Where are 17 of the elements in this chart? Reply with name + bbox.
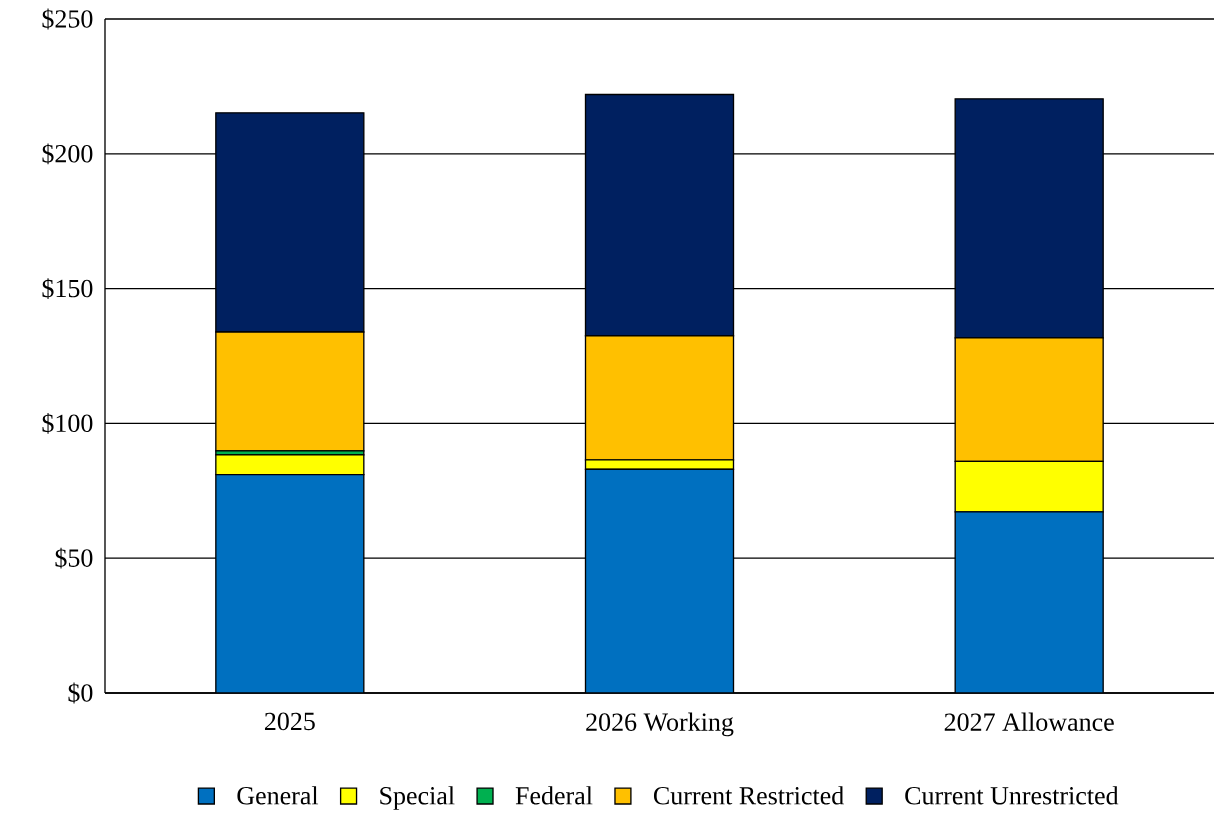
legend-label: Current Unrestricted [905, 786, 1119, 805]
bar [954, 511, 1104, 693]
y-tick-label: $200 [42, 143, 93, 165]
legend-label: General [237, 786, 319, 805]
bar [215, 473, 365, 693]
y-tick-label: $50 [55, 547, 93, 569]
legend-label: Special [380, 786, 455, 810]
x-tick-label: 2027 Allowance [944, 712, 1114, 731]
y-tick-label: $150 [42, 278, 93, 300]
x-tick-label: 2025 [264, 712, 315, 731]
y-tick-label: $250 [42, 8, 93, 30]
legend-label: Current Restricted [653, 786, 844, 805]
bar [584, 468, 735, 693]
y-tick-label: $0 [68, 682, 93, 704]
x-tick-label: 2026 Working [586, 712, 734, 737]
legend-label: Federal [515, 786, 593, 805]
y-tick-label: $100 [42, 413, 93, 434]
